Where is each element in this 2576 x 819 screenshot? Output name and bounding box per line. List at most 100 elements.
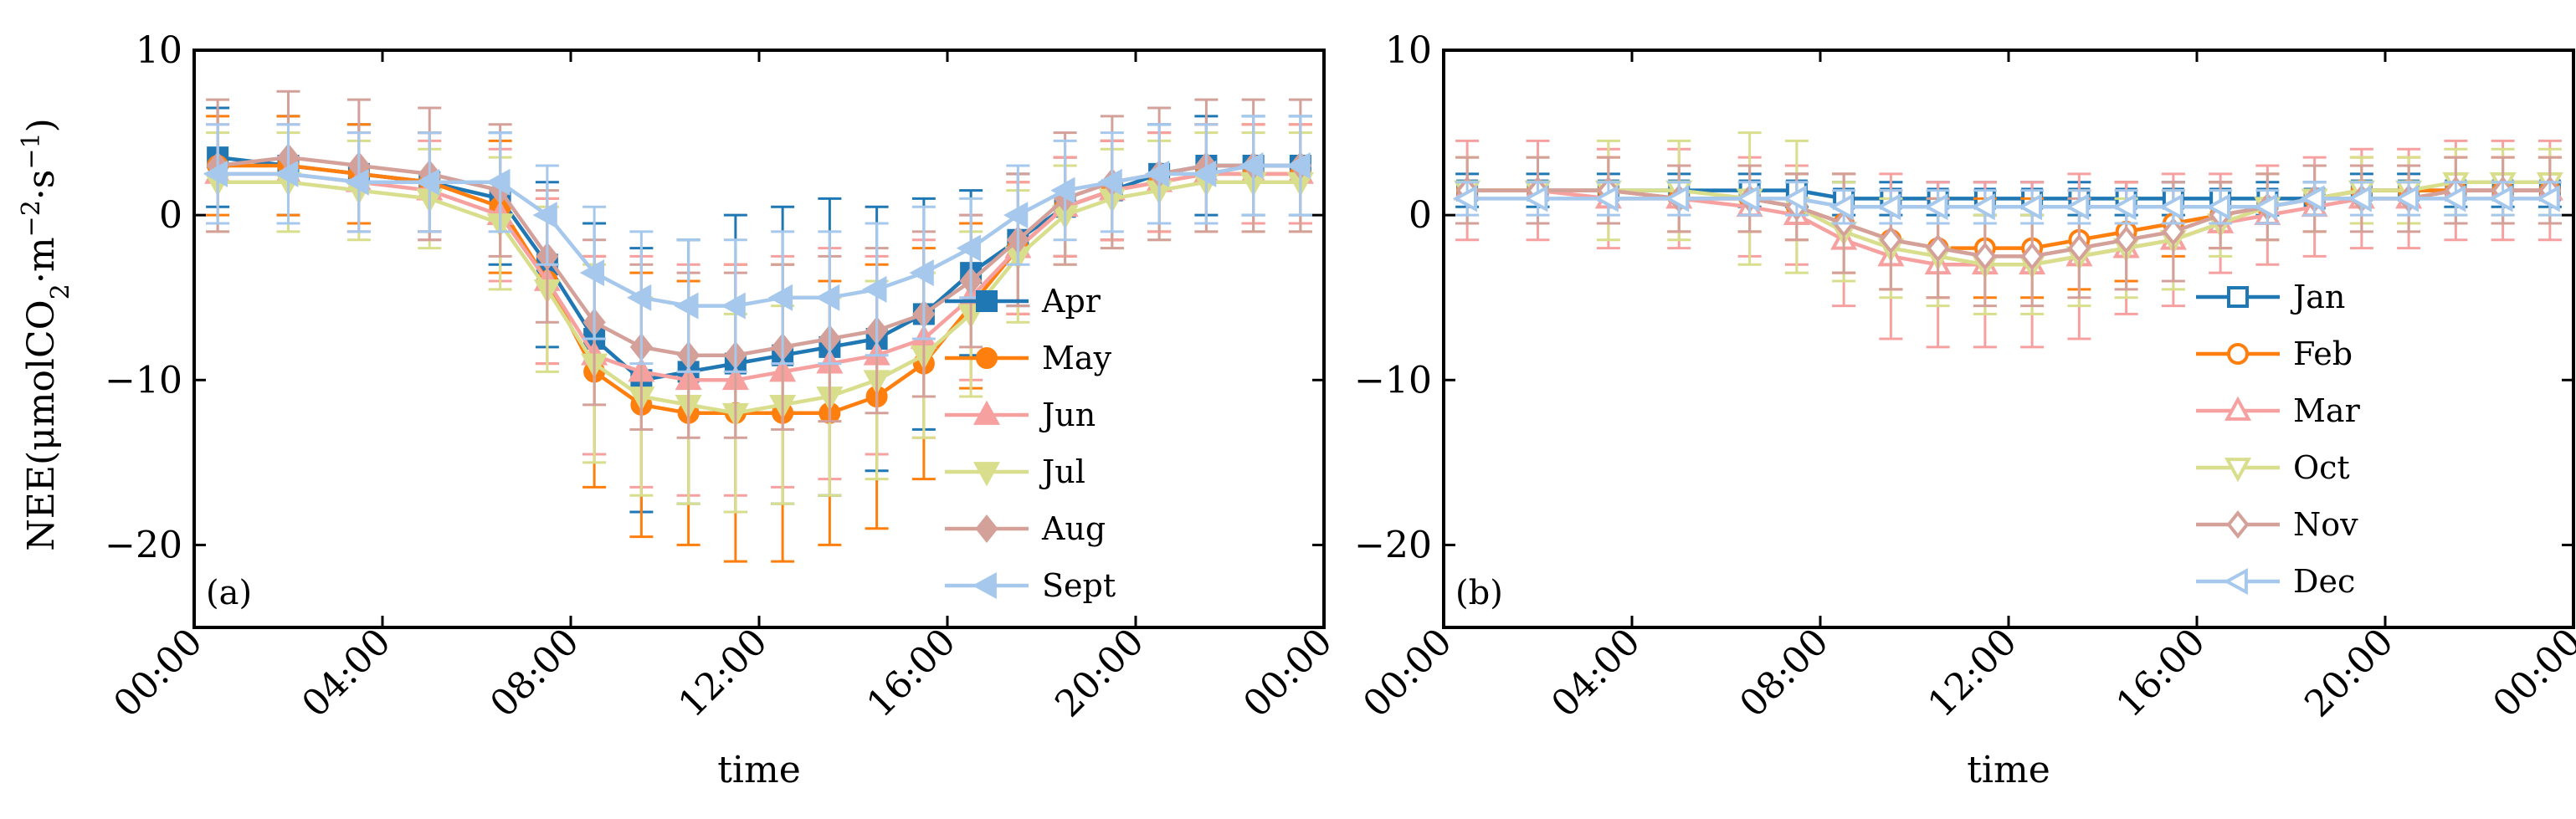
legend-item-sept: Sept [945, 567, 1116, 604]
data-point [2112, 193, 2137, 221]
data-point [579, 259, 605, 287]
legend-label: Jun [1039, 397, 1096, 433]
legend-label: Aug [1041, 510, 1106, 547]
data-point [1097, 168, 1122, 196]
legend-marker [972, 571, 997, 600]
data-point [1523, 185, 1548, 212]
legend-item-apr: Apr [945, 283, 1101, 320]
y-tick-label: −20 [105, 524, 182, 566]
data-point [1593, 185, 1619, 212]
series-dec [1452, 181, 2562, 225]
data-point [627, 284, 652, 311]
legend-label: Sept [1042, 567, 1116, 604]
legend-item-aug: Aug [945, 510, 1106, 547]
data-point [1782, 185, 1807, 212]
data-point [2300, 185, 2325, 212]
legend-label: Jan [2290, 279, 2345, 315]
data-point [1735, 185, 1760, 212]
y-tick-label: −20 [1354, 524, 1432, 566]
legend-label: May [1042, 340, 1112, 376]
data-point [1050, 177, 1075, 204]
legend-label: Oct [2293, 449, 2350, 486]
data-point [1973, 242, 1997, 271]
data-point [1144, 160, 1170, 187]
series-line [1467, 180, 2550, 267]
data-point [1003, 202, 1029, 229]
data-point [956, 234, 982, 262]
legend-label: Nov [2293, 506, 2358, 543]
data-point [2535, 185, 2560, 212]
data-point [1876, 193, 1901, 221]
legend-label: Jul [1039, 453, 1085, 490]
legend-item-oct: Oct [2196, 449, 2350, 486]
legend-marker [2227, 286, 2249, 308]
data-point [1927, 233, 1950, 263]
series-line [218, 171, 1301, 382]
data-point [1285, 151, 1311, 180]
data-point [485, 168, 511, 196]
data-point [1192, 160, 1217, 187]
data-point [721, 292, 746, 320]
data-point [2162, 217, 2185, 246]
legend-label: Mar [2293, 392, 2361, 429]
data-point [815, 284, 840, 311]
legend: Apr May Jun Jul Aug Sept [945, 283, 1116, 604]
y-tick-label: −10 [105, 359, 182, 402]
data-point [674, 292, 699, 320]
data-point [274, 160, 299, 187]
data-point [1664, 185, 1690, 212]
legend-item-feb: Feb [2196, 335, 2353, 372]
legend-item-dec: Dec [2196, 563, 2355, 600]
panel-label: (b) [1455, 574, 1503, 612]
data-point [2253, 193, 2278, 221]
data-point [532, 202, 557, 229]
data-point [1239, 151, 1264, 180]
x-axis-title: time [1967, 749, 2050, 791]
legend-label: Dec [2293, 563, 2355, 600]
series-line [218, 163, 1301, 308]
legend-item-mar: Mar [2196, 392, 2361, 429]
y-tick-label: 0 [159, 194, 182, 237]
y-tick-label: 10 [1385, 29, 1432, 72]
data-point [2065, 193, 2090, 221]
data-point [2158, 193, 2183, 221]
data-point [2488, 185, 2513, 212]
legend-item-jan: Jan [2196, 279, 2345, 315]
legend-marker [972, 462, 1001, 487]
y-axis-title: NEE(μmolCO2·m−2·s−1) [17, 118, 75, 551]
data-point [1829, 193, 1855, 221]
data-point [767, 284, 793, 311]
data-point [1970, 193, 1995, 221]
legend-marker [976, 347, 998, 369]
legend-marker [2223, 567, 2248, 596]
legend-marker [972, 400, 1001, 425]
data-point [344, 168, 369, 196]
legend-item-nov: Nov [2196, 506, 2358, 543]
series-line [217, 155, 1301, 382]
data-point [2020, 242, 2044, 271]
series-line [218, 180, 1301, 415]
data-point [2205, 193, 2231, 221]
series-line [1467, 197, 2550, 209]
data-point [1923, 193, 1948, 221]
data-point [1879, 225, 1902, 254]
legend-marker [2226, 510, 2250, 539]
data-point [2017, 193, 2043, 221]
y-tick-label: 0 [1409, 194, 1432, 237]
legend-item-jun: Jun [945, 397, 1096, 433]
legend-label: Feb [2293, 335, 2353, 372]
panel-label: (a) [206, 574, 252, 612]
data-point [1452, 185, 1478, 212]
data-point [2347, 185, 2372, 212]
legend-label: Apr [1041, 283, 1101, 320]
data-point [2067, 233, 2091, 263]
data-point [909, 259, 934, 287]
plot-area [203, 90, 1314, 563]
x-axis-title: time [717, 749, 801, 791]
data-point [2441, 185, 2466, 212]
series-sept [203, 115, 1312, 373]
legend-marker [2224, 396, 2252, 421]
